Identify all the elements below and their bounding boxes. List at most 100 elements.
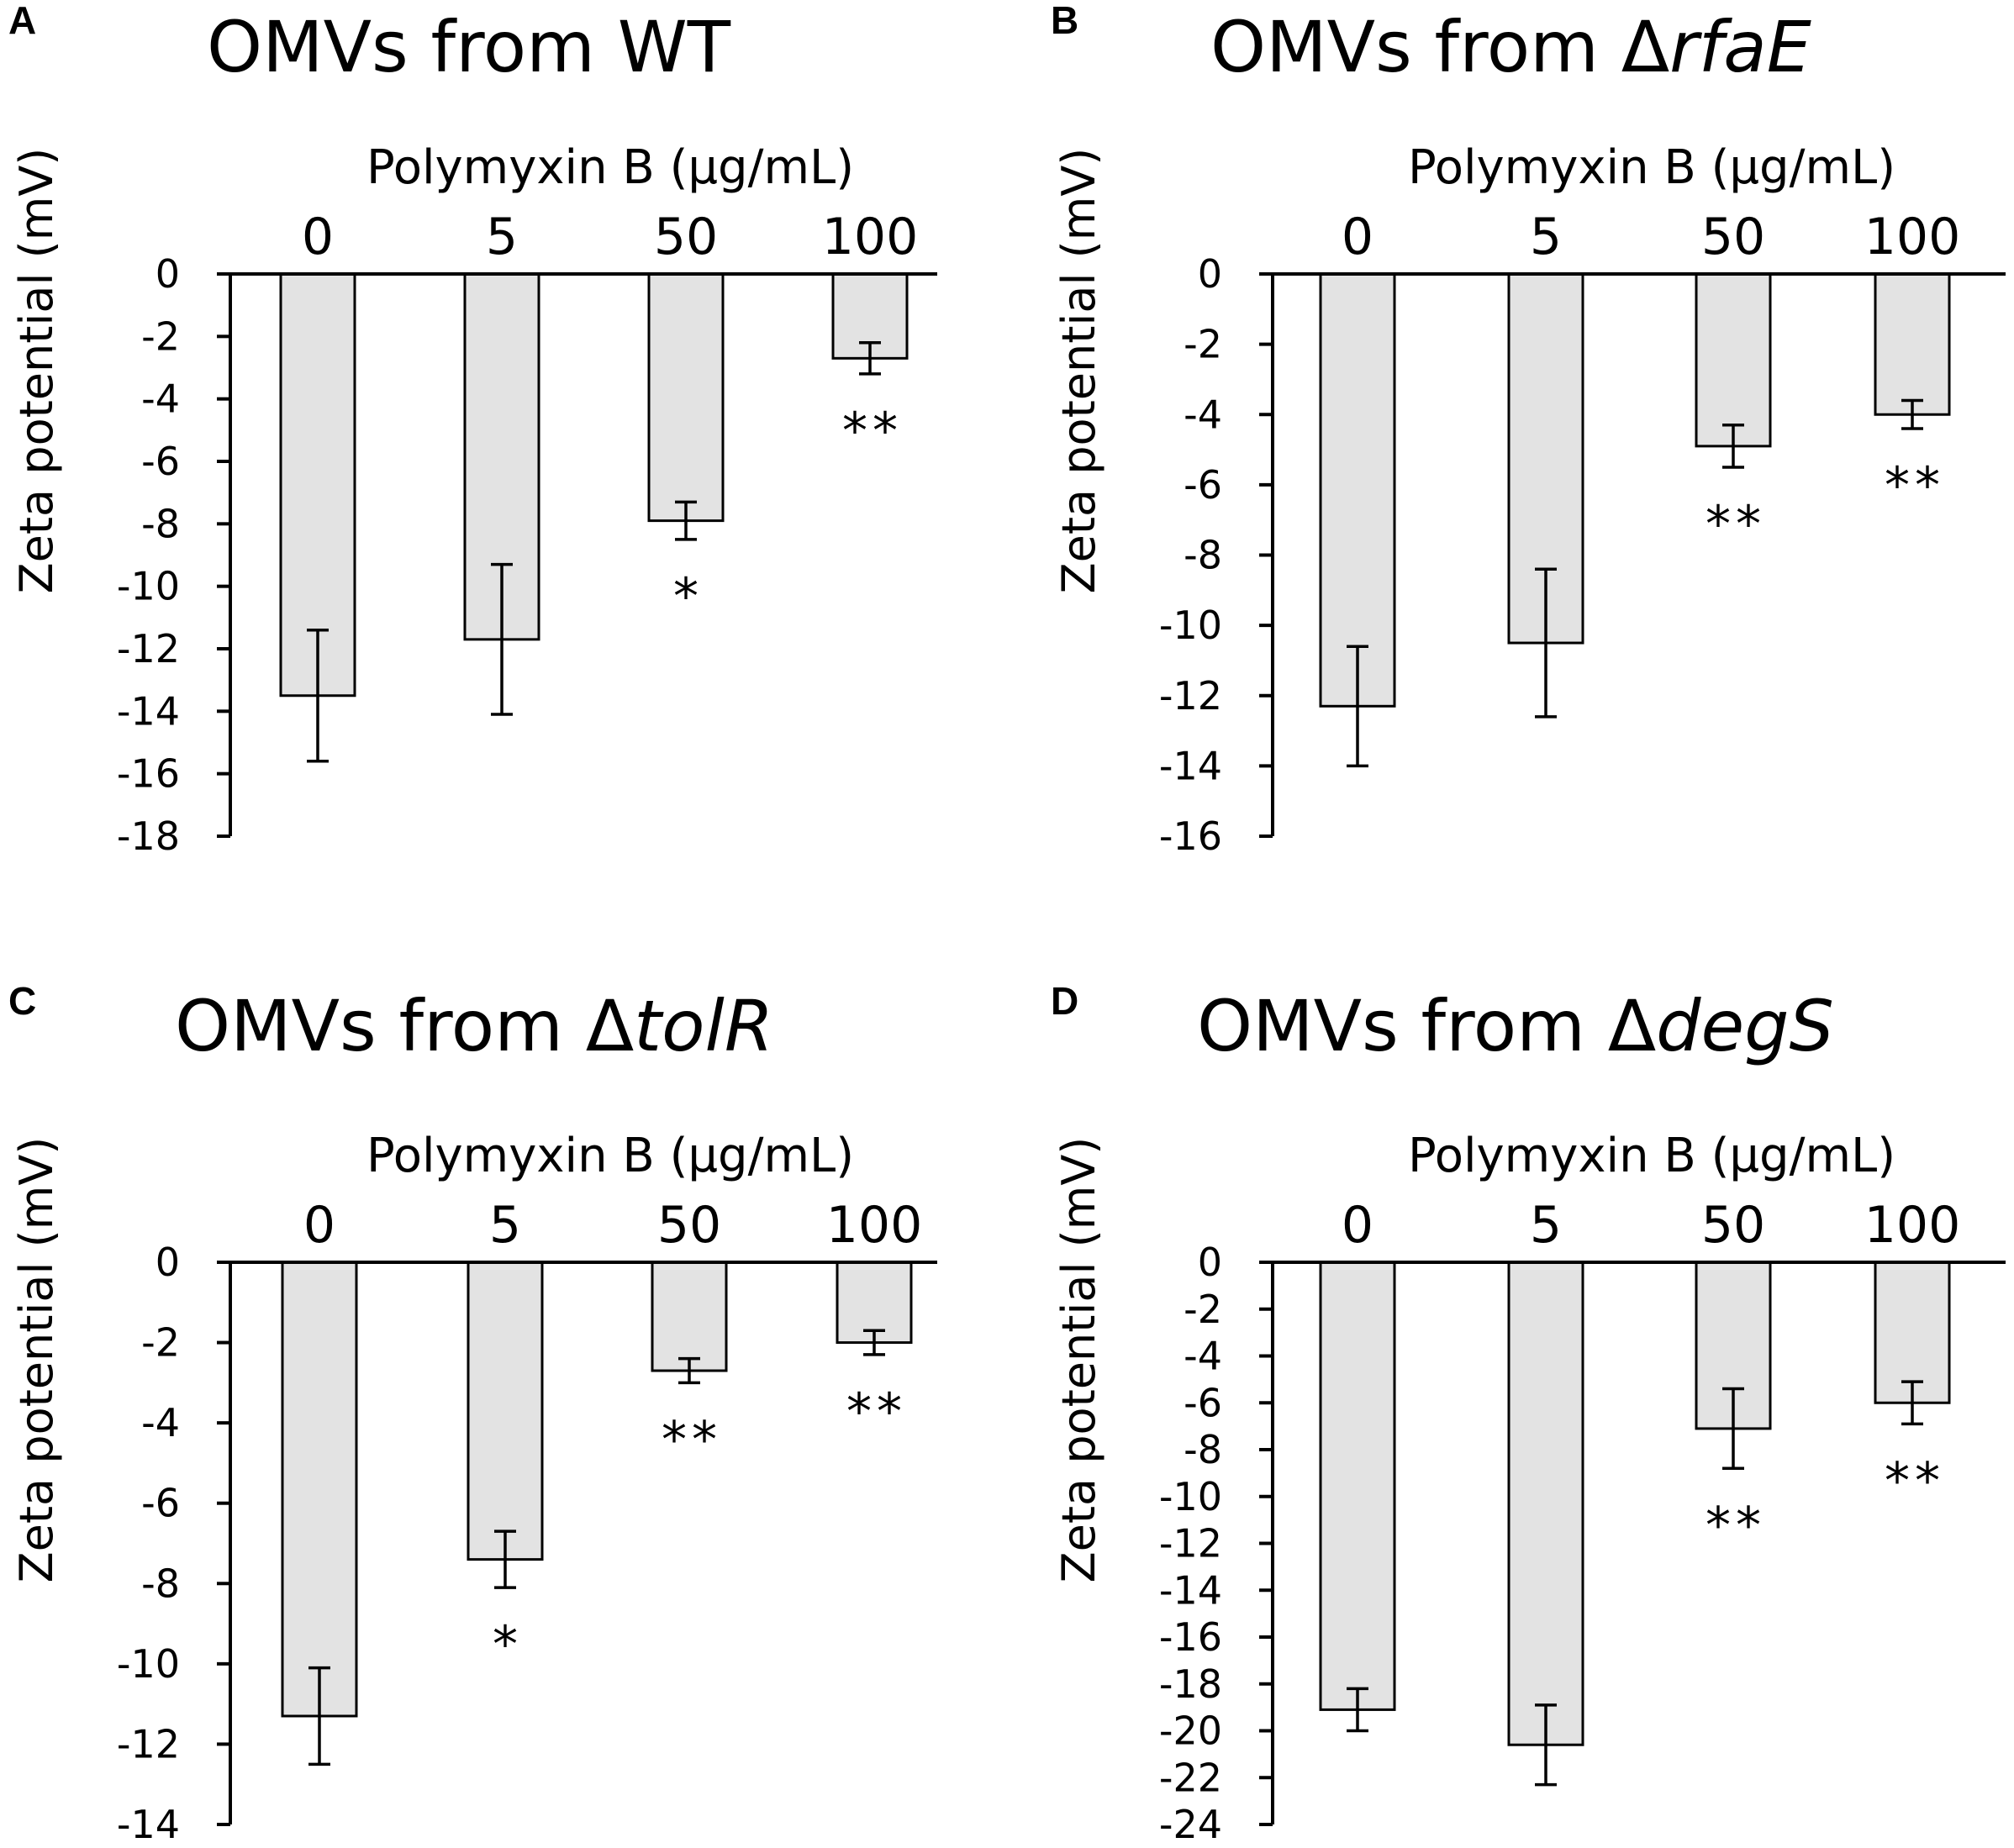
x-axis-label: Polymyxin B (μg/mL) (1408, 140, 1895, 195)
y-tick-label: -24 (1159, 1802, 1222, 1847)
y-tick-label: -18 (1159, 1661, 1222, 1707)
chart-title-gene: degS (1656, 985, 1834, 1067)
y-tick-label: -20 (1159, 1708, 1222, 1754)
x-axis-label: Polymyxin B (μg/mL) (366, 1129, 854, 1183)
y-tick-label: -8 (1184, 533, 1222, 578)
bar-0 (281, 1261, 358, 1718)
chart-title-gene: rfaE (1669, 6, 1811, 88)
significance-marker-5: * (493, 1615, 523, 1674)
category-label-50: 50 (1701, 208, 1765, 266)
y-tick-label: -16 (1159, 813, 1222, 859)
y-tick-label: 0 (156, 1240, 180, 1285)
y-tick-label: -10 (1159, 1474, 1222, 1519)
category-label-5: 5 (1530, 1196, 1562, 1255)
significance-marker-50: ** (1706, 495, 1766, 554)
panel-letter: B (1051, 0, 1078, 42)
y-tick-label: -4 (141, 376, 180, 422)
category-label-50: 50 (1701, 1196, 1765, 1255)
y-tick-label: -10 (117, 1641, 180, 1687)
category-label-50: 50 (654, 208, 718, 266)
panel-letter: C (8, 979, 36, 1023)
category-label-100: 100 (1864, 1196, 1961, 1255)
y-tick-label: -12 (117, 626, 180, 671)
bar-50 (651, 1261, 728, 1372)
y-tick-label: -2 (1184, 1287, 1222, 1332)
y-tick-label: 0 (1198, 251, 1222, 297)
significance-marker-50: * (673, 567, 704, 626)
y-tick-label: -14 (117, 688, 180, 734)
significance-marker-100: ** (846, 1382, 907, 1441)
y-tick-label: 0 (156, 251, 180, 297)
bar-0 (1319, 272, 1396, 708)
y-axis-label: Zeta potential (mV) (1052, 1137, 1105, 1583)
y-tick-label: -18 (117, 813, 180, 859)
category-label-5: 5 (489, 1196, 521, 1255)
y-tick-label: 0 (1198, 1240, 1222, 1285)
category-label-5: 5 (486, 208, 518, 266)
bar-0 (1319, 1261, 1396, 1711)
panel-letter: A (8, 0, 36, 42)
significance-marker-100: ** (1885, 1451, 1945, 1510)
y-tick-label: -12 (117, 1721, 180, 1766)
y-tick-label: -2 (1184, 322, 1222, 367)
y-tick-label: -12 (1159, 1521, 1222, 1566)
chart-title-prefix: OMVs from (175, 985, 586, 1067)
bar-50 (647, 272, 725, 523)
y-tick-label: -4 (1184, 1334, 1222, 1379)
chart-title-delta: Δ (1621, 6, 1669, 88)
chart-panel-B: B OMVs from ΔrfaE Polymyxin B (μg/mL) Zeta … (1051, 0, 2006, 859)
y-tick-label: -14 (1159, 743, 1222, 788)
chart-panel-D: D OMVs from ΔdegS Polymyxin B (μg/mL) Zeta … (1051, 979, 2006, 1847)
y-tick-label: -6 (141, 439, 180, 484)
chart-title-gene: tolR (634, 985, 773, 1067)
y-axis-label: Zeta potential (mV) (10, 148, 63, 594)
y-tick-label: -12 (1159, 673, 1222, 719)
category-label-100: 100 (822, 208, 919, 266)
chart-title-prefix: OMVs from (1197, 985, 1608, 1067)
bar-100 (1874, 272, 1951, 416)
y-tick-label: -2 (141, 1320, 180, 1366)
y-tick-label: -4 (1184, 392, 1222, 437)
y-tick-label: -8 (1184, 1427, 1222, 1472)
chart-title: OMVs from ΔtolR (175, 985, 773, 1067)
category-label-0: 0 (302, 208, 334, 266)
y-tick-label: -16 (1159, 1614, 1222, 1660)
y-tick-label: -6 (1184, 462, 1222, 508)
chart-title-prefix: OMVs from (1210, 6, 1621, 88)
significance-marker-100: ** (842, 402, 903, 461)
y-tick-label: -2 (141, 313, 180, 359)
y-tick-label: -10 (1159, 603, 1222, 648)
chart-panel-C: C OMVs from ΔtolR Polymyxin B (μg/mL) Zeta … (8, 979, 937, 1847)
category-label-50: 50 (657, 1196, 721, 1255)
y-tick-label: -14 (117, 1802, 180, 1847)
y-tick-label: -14 (1159, 1567, 1222, 1613)
significance-marker-100: ** (1885, 456, 1945, 515)
significance-marker-50: ** (1706, 1496, 1766, 1555)
y-tick-label: -8 (141, 1561, 180, 1606)
chart-title: OMVs from WT (207, 6, 731, 88)
chart-panel-A: A OMVs from WT Polymyxin B (μg/mL) Zeta pot… (8, 0, 937, 859)
x-axis-label: Polymyxin B (μg/mL) (1408, 1129, 1895, 1183)
significance-marker-50: ** (662, 1410, 722, 1469)
y-tick-label: -4 (141, 1400, 180, 1445)
bar-5 (1507, 1261, 1584, 1746)
panel-letter: D (1051, 979, 1078, 1023)
y-tick-label: -6 (141, 1481, 180, 1526)
y-axis-label: Zeta potential (mV) (1052, 148, 1105, 594)
bar-50 (1695, 272, 1772, 448)
category-label-0: 0 (1342, 1196, 1373, 1255)
y-tick-label: -16 (117, 751, 180, 797)
chart-title-delta: Δ (586, 985, 634, 1067)
category-label-5: 5 (1530, 208, 1562, 266)
bar-5 (467, 1261, 544, 1561)
category-label-0: 0 (303, 1196, 335, 1255)
chart-title-delta: Δ (1608, 985, 1656, 1067)
chart-title: OMVs from ΔrfaE (1210, 6, 1811, 88)
bar-0 (279, 272, 356, 698)
y-tick-label: -10 (117, 564, 180, 609)
x-axis-label: Polymyxin B (μg/mL) (366, 140, 854, 195)
category-label-100: 100 (1864, 208, 1961, 266)
chart-title: OMVs from ΔdegS (1197, 985, 1834, 1067)
y-axis-label: Zeta potential (mV) (10, 1137, 63, 1583)
